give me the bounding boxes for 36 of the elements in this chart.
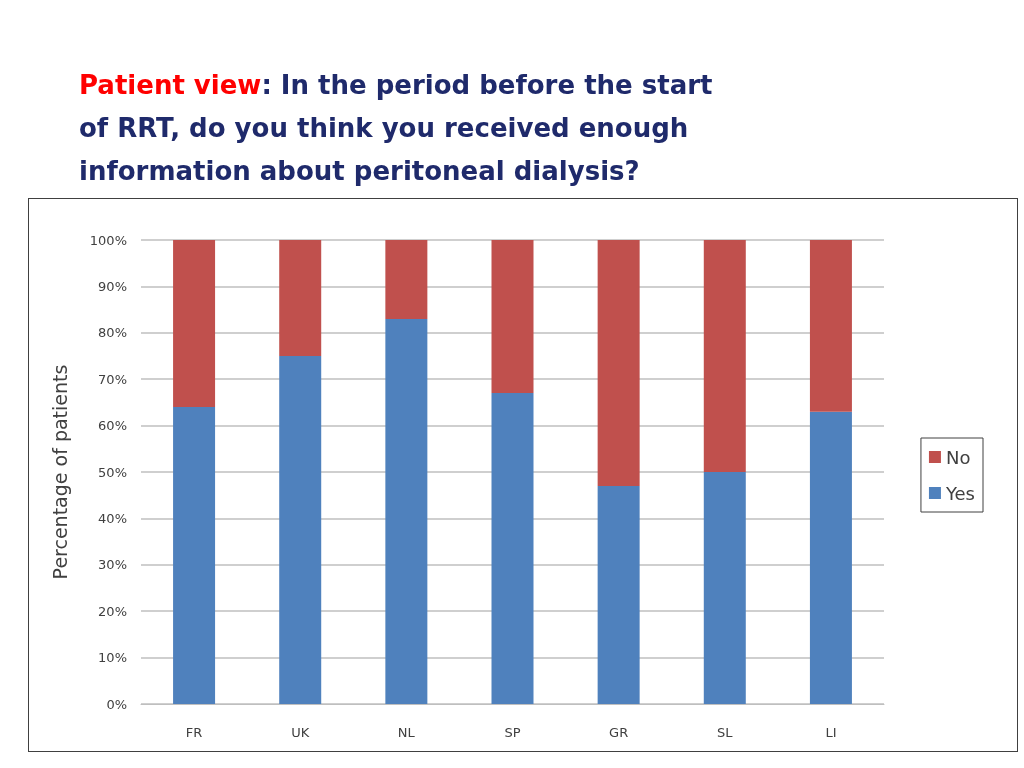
y-tick-label: 0% xyxy=(106,696,127,712)
y-tick-label: 10% xyxy=(98,650,127,666)
legend-label: Yes xyxy=(944,482,976,504)
bar xyxy=(385,318,428,704)
bar xyxy=(173,407,216,704)
bar xyxy=(703,472,746,704)
y-tick-label: 30% xyxy=(98,557,127,573)
bar xyxy=(809,240,852,412)
x-tick-label: GR xyxy=(609,725,629,740)
y-axis-title: Percentage of patients xyxy=(48,364,71,580)
y-tick-label: 60% xyxy=(98,418,127,434)
legend-label: No xyxy=(945,446,971,468)
y-tick-label: 50% xyxy=(98,464,127,480)
chart-title: Patient view: In the period before the start of RRT, do you think you received enough information about peritoneal dialysis? xyxy=(79,69,714,188)
y-tick-label: 70% xyxy=(98,371,127,387)
bar xyxy=(809,411,852,704)
bar xyxy=(491,393,534,704)
y-tick-label: 90% xyxy=(98,278,127,294)
y-tick-label: 80% xyxy=(98,325,127,341)
x-tick-label: SL xyxy=(717,725,734,740)
x-tick-label: FR xyxy=(185,725,203,740)
bar xyxy=(597,485,640,704)
bar xyxy=(385,240,428,319)
x-tick-label: NL xyxy=(397,725,416,740)
bar xyxy=(173,240,216,408)
x-tick-label: SP xyxy=(504,725,521,740)
bar xyxy=(279,240,322,356)
x-tick-label: UK xyxy=(291,725,310,740)
y-tick-label: 40% xyxy=(98,510,127,526)
bar xyxy=(597,240,640,486)
bar xyxy=(703,240,746,472)
y-tick-label: 20% xyxy=(98,603,127,619)
x-tick-label: LI xyxy=(825,725,837,740)
bar xyxy=(491,240,534,394)
y-tick-label: 100% xyxy=(89,232,127,248)
bar xyxy=(279,356,322,704)
